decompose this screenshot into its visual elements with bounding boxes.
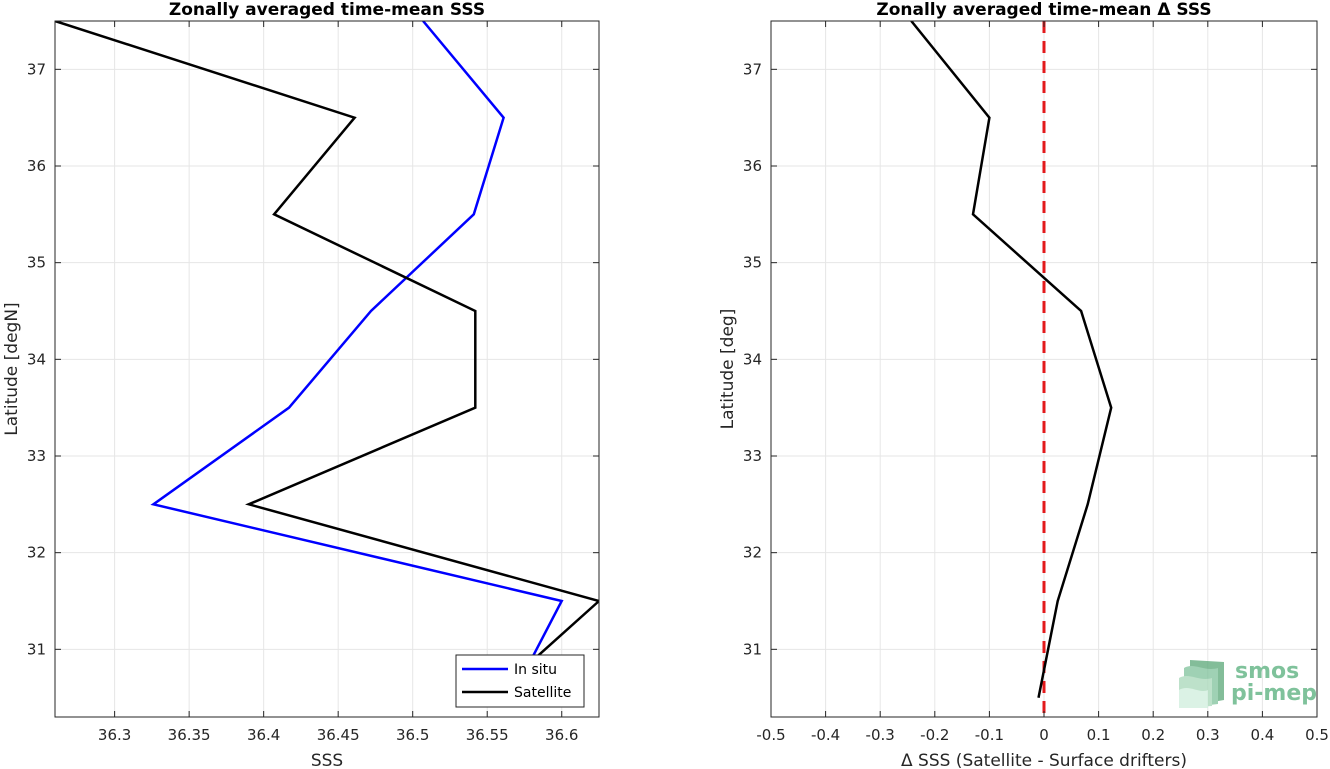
series-line-0: [910, 21, 1113, 698]
series-line-in-situ: [150, 21, 564, 665]
chart-title: Zonally averaged time-mean SSS: [169, 0, 485, 20]
delta-sss-panel: -0.5 -0.4 -0.3 -0.2 -0.1 0 0.1 0.2 0.3 0.4 0.5 31 32…: [718, 0, 1329, 769]
x-tick-label: -0.3: [866, 726, 895, 744]
axes-box: [54, 20, 600, 718]
y-axis-label: Latitude [degN]: [2, 302, 22, 435]
x-tick-label: 36.45: [317, 726, 360, 744]
x-tick-label: 36.55: [466, 726, 509, 744]
x-tick-label: 36.3: [98, 726, 131, 744]
x-tick-label: 0.3: [1196, 726, 1220, 744]
y-tick-label: 36: [743, 157, 762, 175]
x-tick-label: 36.5: [396, 726, 429, 744]
y-tick-label: 35: [27, 254, 46, 272]
x-tick-label: -0.2: [920, 726, 949, 744]
y-tick-label: 33: [27, 447, 46, 465]
legend-box: [455, 654, 585, 708]
x-tick-label: -0.1: [975, 726, 1004, 744]
y-tick-label: 31: [27, 640, 46, 658]
x-tick-label: 36.35: [168, 726, 211, 744]
x-tick-label: 0.1: [1087, 726, 1111, 744]
x-axis-label: SSS: [311, 751, 343, 769]
sss-profile-panel: 36.3 36.35 36.4 36.45 36.5 36.55 36.6 31 32 33 34 3…: [2, 0, 600, 769]
x-tick-label: -0.5: [756, 726, 785, 744]
y-tick-label: 32: [27, 544, 46, 562]
legend-entry-label: In situ: [514, 662, 557, 678]
chart-title: Zonally averaged time-mean Δ SSS: [876, 0, 1211, 20]
y-tick-label: 37: [743, 60, 762, 78]
x-tick-label: 36.4: [247, 726, 280, 744]
x-tick-label: 36.6: [545, 726, 578, 744]
plot-area: [55, 21, 599, 717]
legend-entry-label: Satellite: [514, 685, 571, 701]
y-axis-label: Latitude [deg]: [718, 309, 738, 430]
x-tick-label: 0.4: [1250, 726, 1274, 744]
y-tick-label: 36: [27, 157, 46, 175]
y-tick-label: 32: [743, 544, 762, 562]
legend: In situ Satellite: [455, 654, 585, 708]
y-tick-label: 33: [743, 447, 762, 465]
x-tick-label: 0.2: [1141, 726, 1165, 744]
series-line-satellite: [55, 21, 599, 665]
y-tick-label: 34: [743, 350, 762, 368]
y-tick-label: 35: [743, 254, 762, 272]
y-tick-label: 34: [27, 350, 46, 368]
layered-waves-icon: [1179, 660, 1224, 708]
y-tick-label: 31: [743, 640, 762, 658]
smos-pi-mep-logo: smos pi-mep: [1179, 659, 1317, 708]
x-tick-label: 0.5: [1305, 726, 1329, 744]
y-tick-label: 37: [27, 60, 46, 78]
logo-line2: pi-mep: [1231, 681, 1317, 706]
x-tick-label: 0: [1039, 726, 1049, 744]
x-tick-label: -0.4: [811, 726, 840, 744]
logo-line1: smos: [1235, 659, 1299, 684]
x-axis-label: Δ SSS (Satellite - Surface drifters): [901, 751, 1187, 769]
